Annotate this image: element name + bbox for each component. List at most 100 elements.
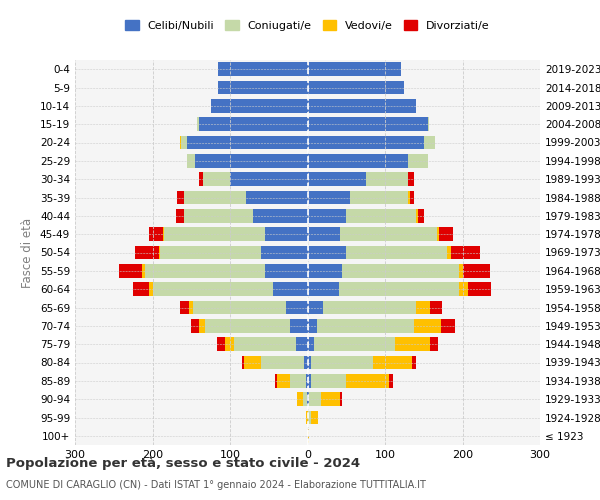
Bar [308, 356, 311, 370]
Bar [308, 99, 416, 112]
Bar [308, 264, 343, 278]
Bar [463, 264, 490, 278]
Bar [184, 190, 245, 204]
Bar [311, 374, 346, 388]
Bar [308, 319, 317, 332]
Bar [253, 209, 308, 222]
Bar [350, 190, 408, 204]
Bar [408, 154, 428, 168]
Bar [290, 374, 306, 388]
Bar [346, 209, 416, 222]
Bar [308, 300, 323, 314]
Bar [308, 374, 311, 388]
Bar [346, 246, 447, 260]
Bar [389, 374, 393, 388]
Bar [311, 410, 317, 424]
Bar [308, 62, 401, 76]
Bar [338, 282, 458, 296]
Bar [224, 338, 234, 351]
Bar [413, 319, 441, 332]
Bar [308, 338, 314, 351]
Bar [340, 392, 341, 406]
Bar [193, 300, 286, 314]
Bar [408, 172, 415, 186]
Bar [245, 190, 308, 204]
Bar [306, 374, 308, 388]
Bar [458, 264, 463, 278]
Bar [178, 190, 184, 204]
Legend: Celibi/Nubili, Coniugati/e, Vedovi/e, Divorziati/e: Celibi/Nubili, Coniugati/e, Vedovi/e, Di… [121, 16, 494, 35]
Bar [164, 228, 265, 241]
Bar [408, 190, 410, 204]
Bar [176, 209, 184, 222]
Bar [296, 338, 308, 351]
Bar [441, 319, 455, 332]
Bar [307, 392, 308, 406]
Bar [218, 62, 308, 76]
Bar [317, 319, 413, 332]
Bar [439, 228, 453, 241]
Text: COMUNE DI CARAGLIO (CN) - Dati ISTAT 1° gennaio 2024 - Elaborazione TUTTITALIA.I: COMUNE DI CARAGLIO (CN) - Dati ISTAT 1° … [6, 480, 426, 490]
Bar [149, 282, 152, 296]
Bar [187, 154, 195, 168]
Bar [261, 356, 304, 370]
Bar [308, 172, 365, 186]
Bar [308, 392, 309, 406]
Bar [211, 99, 308, 112]
Bar [373, 356, 412, 370]
Bar [181, 136, 187, 149]
Bar [416, 300, 430, 314]
Bar [308, 246, 346, 260]
Bar [320, 392, 340, 406]
Bar [230, 172, 308, 186]
Bar [447, 246, 451, 260]
Bar [242, 356, 244, 370]
Bar [195, 154, 308, 168]
Bar [152, 282, 272, 296]
Bar [308, 282, 338, 296]
Bar [261, 246, 308, 260]
Bar [184, 209, 253, 222]
Bar [314, 338, 395, 351]
Bar [149, 228, 163, 241]
Bar [308, 429, 309, 442]
Y-axis label: Fasce di età: Fasce di età [22, 218, 34, 288]
Bar [199, 172, 203, 186]
Bar [418, 209, 424, 222]
Bar [428, 118, 429, 131]
Bar [217, 338, 224, 351]
Bar [340, 228, 437, 241]
Bar [416, 209, 418, 222]
Bar [311, 356, 373, 370]
Bar [430, 338, 438, 351]
Bar [205, 319, 290, 332]
Bar [197, 118, 199, 131]
Bar [119, 264, 142, 278]
Bar [308, 190, 350, 204]
Bar [365, 172, 408, 186]
Bar [277, 374, 290, 388]
Bar [458, 282, 468, 296]
Bar [410, 190, 413, 204]
Bar [395, 338, 430, 351]
Bar [306, 410, 308, 424]
Bar [308, 154, 408, 168]
Bar [160, 246, 261, 260]
Bar [142, 264, 145, 278]
Bar [290, 319, 308, 332]
Bar [145, 264, 265, 278]
Bar [430, 300, 442, 314]
Bar [199, 319, 205, 332]
Bar [303, 392, 307, 406]
Bar [136, 246, 158, 260]
Bar [323, 300, 416, 314]
Bar [343, 264, 458, 278]
Bar [424, 136, 436, 149]
Bar [218, 80, 308, 94]
Bar [451, 246, 481, 260]
Bar [272, 282, 308, 296]
Bar [468, 282, 491, 296]
Bar [133, 282, 149, 296]
Bar [189, 300, 193, 314]
Bar [308, 118, 428, 131]
